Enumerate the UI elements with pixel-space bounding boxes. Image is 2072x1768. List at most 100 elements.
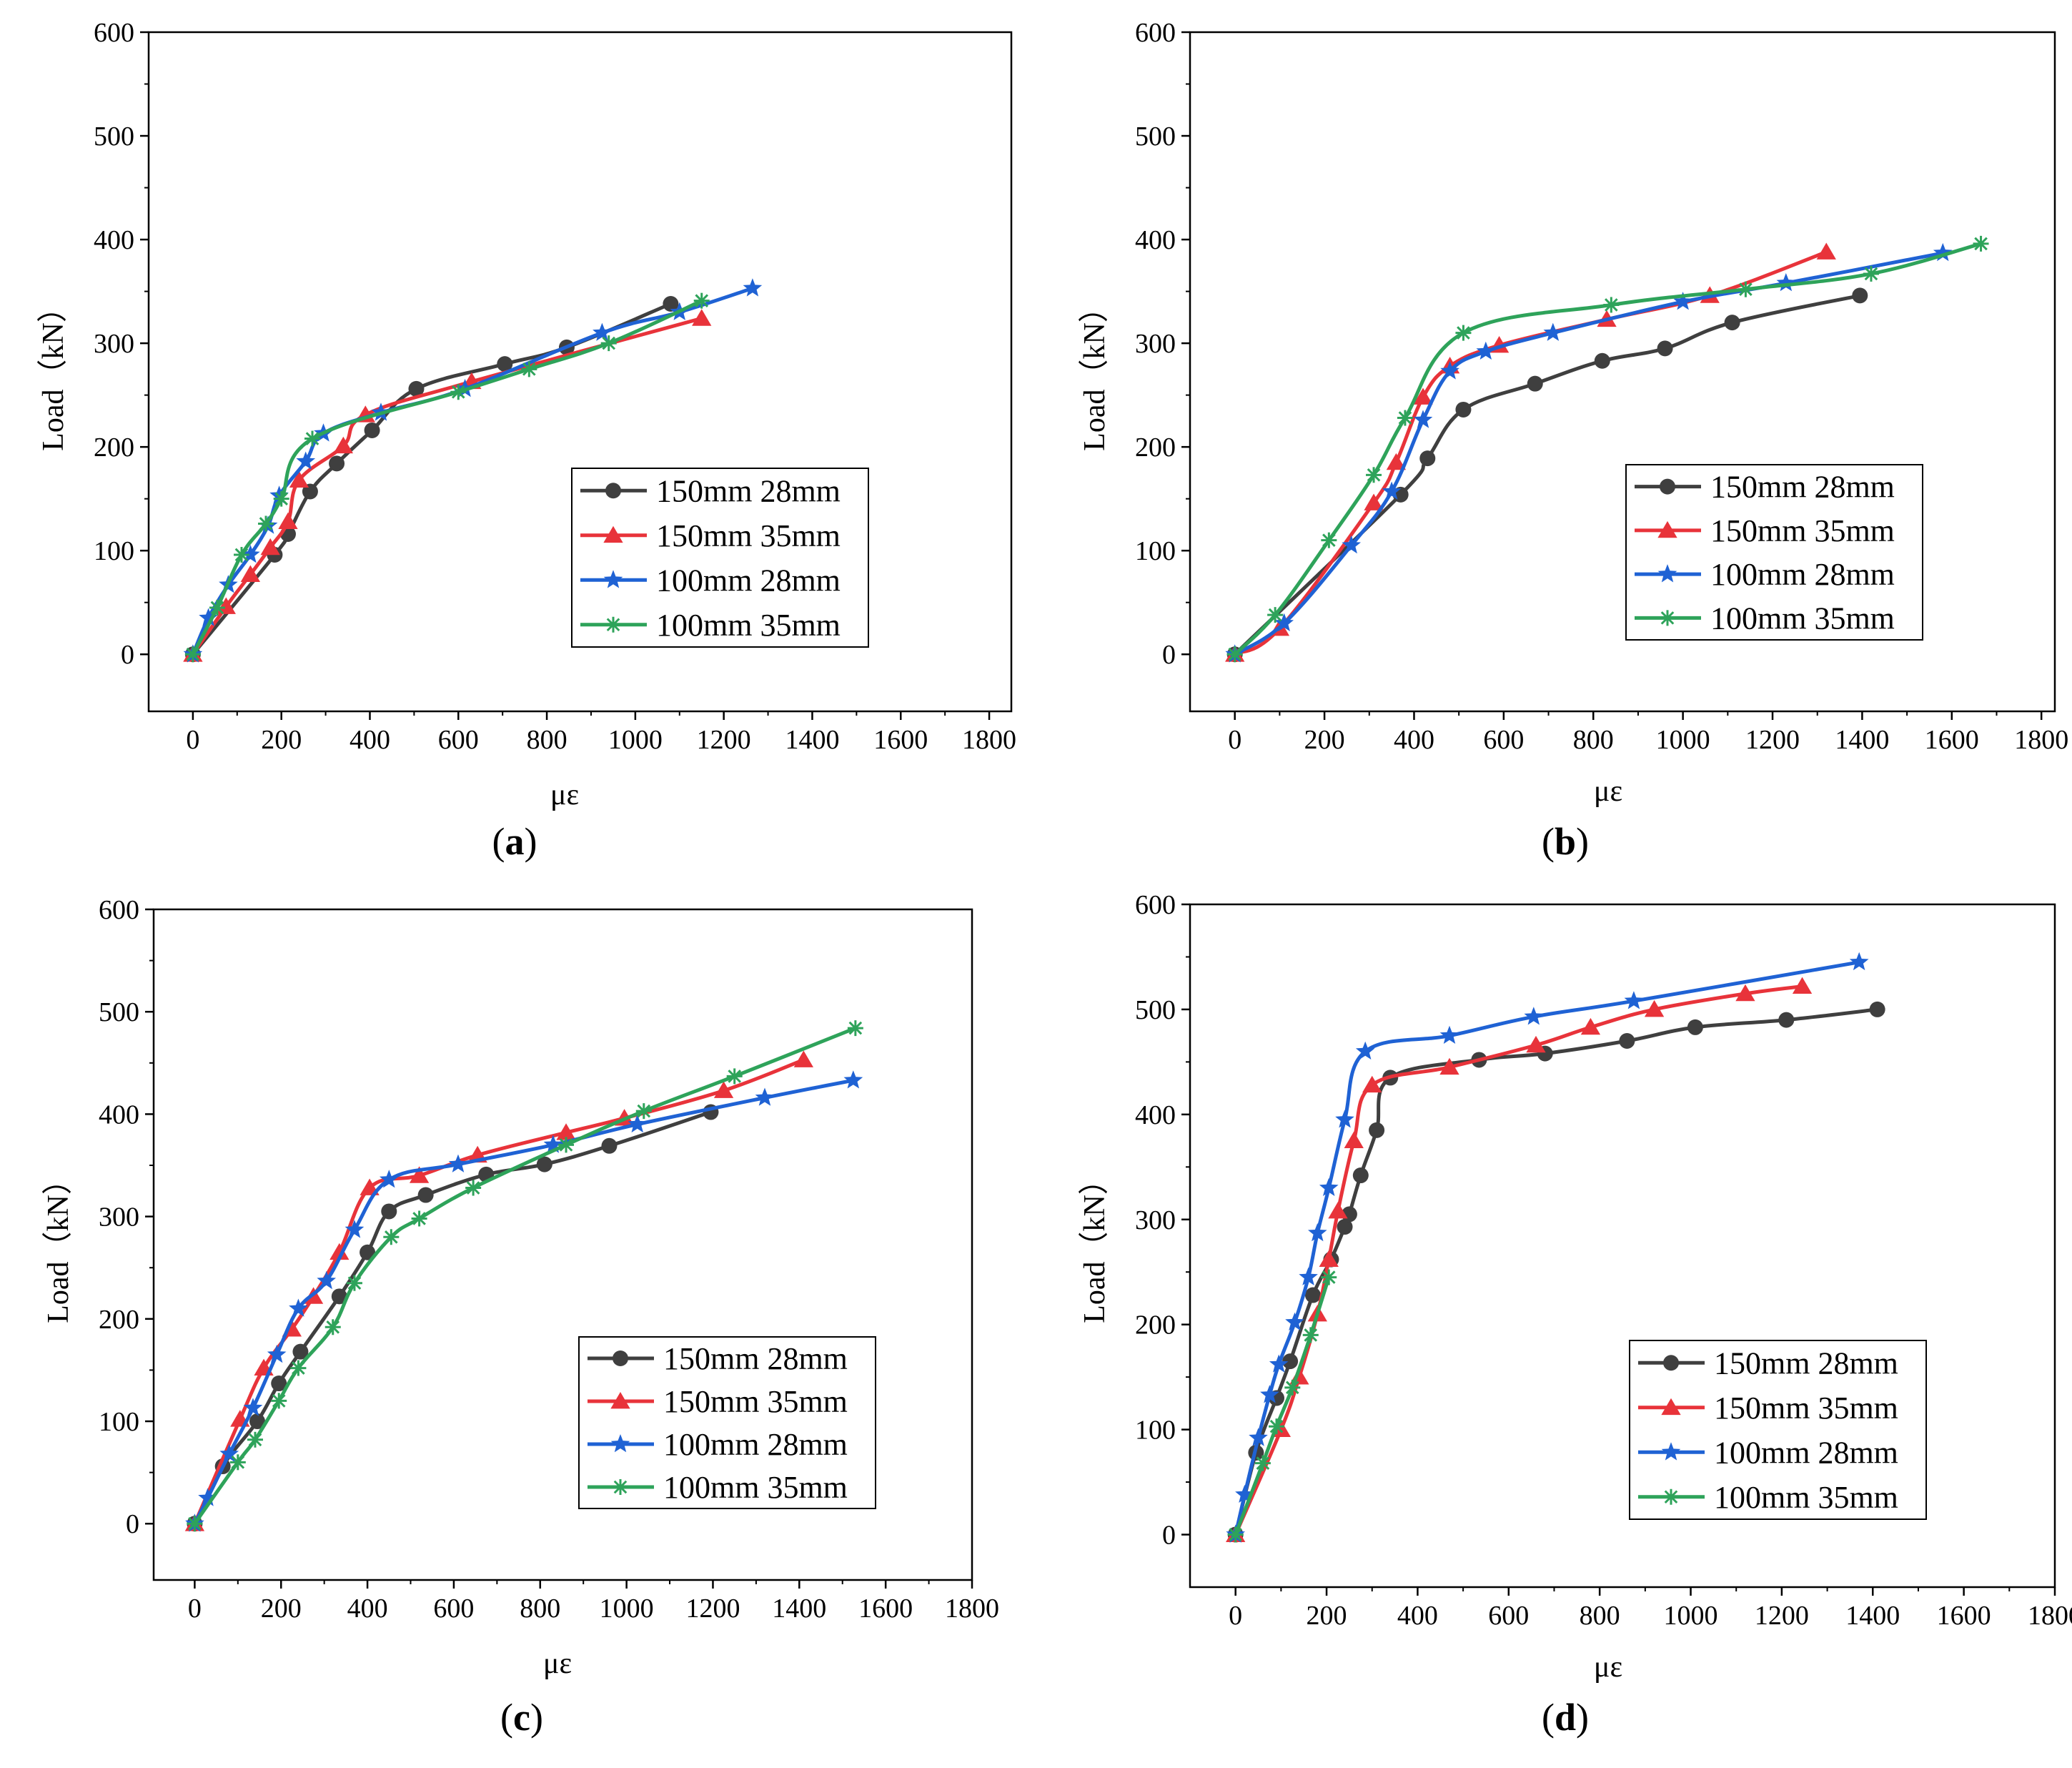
x-tick-label: 1800 bbox=[962, 725, 1016, 755]
y-tick-label: 500 bbox=[1135, 995, 1176, 1025]
legend-entry: 100mm 35mm bbox=[580, 608, 841, 643]
legend: 150mm 28mm 150mm 35mm 100mm 28mm 100mm 35mm bbox=[1629, 1340, 1927, 1520]
marker-stroke bbox=[274, 492, 289, 505]
y-axis-label: Load（kN） bbox=[42, 1165, 75, 1323]
marker-stroke bbox=[1974, 237, 1988, 251]
data-point bbox=[333, 436, 353, 454]
legend-marker bbox=[1661, 1398, 1681, 1416]
x-tick-label: 1400 bbox=[772, 1594, 826, 1624]
data-point bbox=[1362, 1075, 1382, 1093]
data-point bbox=[219, 1443, 239, 1463]
legend-marker bbox=[610, 1434, 630, 1453]
legend-marker bbox=[603, 570, 623, 588]
y-tick-label: 500 bbox=[94, 122, 134, 152]
legend: 150mm 28mm 150mm 35mm 100mm 28mm 100mm 35mm bbox=[571, 468, 869, 648]
x-tick-label: 200 bbox=[1304, 725, 1345, 755]
y-tick-label: 100 bbox=[94, 536, 134, 566]
data-point bbox=[497, 356, 513, 372]
panel-caption: (b) bbox=[1542, 820, 1589, 863]
data-point bbox=[1526, 1035, 1546, 1053]
y-tick-label: 300 bbox=[94, 329, 134, 359]
x-tick-label: 800 bbox=[527, 725, 567, 755]
x-tick-label: 800 bbox=[520, 1594, 560, 1624]
data-point bbox=[243, 1398, 263, 1416]
data-point bbox=[1852, 287, 1868, 304]
data-point bbox=[1269, 1354, 1289, 1373]
data-point bbox=[271, 1376, 287, 1392]
marker-stroke bbox=[606, 618, 620, 632]
x-tick-label: 200 bbox=[261, 1594, 302, 1624]
data-point bbox=[1735, 984, 1755, 1002]
data-point bbox=[1933, 242, 1953, 262]
marker-stroke bbox=[1285, 1381, 1299, 1395]
legend-label: 100mm 35mm bbox=[1710, 601, 1895, 636]
series-s100_35 bbox=[187, 1020, 863, 1532]
plot-frame bbox=[1189, 31, 2056, 713]
data-point bbox=[556, 1123, 576, 1140]
plot-frame bbox=[152, 908, 973, 1581]
legend-label: 150mm 28mm bbox=[663, 1341, 848, 1376]
x-tick-label: 1800 bbox=[945, 1594, 999, 1624]
marker-stroke bbox=[695, 294, 709, 307]
legend-frame bbox=[571, 468, 869, 648]
data-point bbox=[1816, 242, 1836, 260]
data-point bbox=[1366, 467, 1382, 483]
data-point bbox=[1524, 1007, 1544, 1025]
y-tick-label: 300 bbox=[99, 1202, 139, 1233]
x-tick-label: 1400 bbox=[1845, 1601, 1900, 1631]
data-point bbox=[1344, 1131, 1364, 1148]
legend-label: 100mm 35mm bbox=[663, 1470, 848, 1505]
marker-stroke bbox=[231, 1456, 245, 1469]
marker-stroke bbox=[259, 517, 273, 530]
data-point bbox=[411, 1210, 427, 1227]
data-point bbox=[1355, 1041, 1375, 1060]
data-point bbox=[1849, 952, 1869, 971]
data-point bbox=[184, 646, 201, 663]
x-tick-label: 200 bbox=[1307, 1601, 1347, 1631]
data-point bbox=[409, 1166, 430, 1183]
legend-marker bbox=[610, 1392, 630, 1409]
x-tick-label: 400 bbox=[1394, 725, 1434, 755]
data-point bbox=[692, 309, 712, 326]
x-tick-label: 400 bbox=[350, 725, 390, 755]
data-point bbox=[1973, 235, 1989, 252]
marker-stroke bbox=[1457, 326, 1470, 340]
data-point bbox=[1382, 481, 1402, 500]
data-point bbox=[755, 1087, 775, 1106]
data-point bbox=[1619, 1033, 1635, 1049]
plot-frame bbox=[1189, 903, 2056, 1589]
data-point bbox=[1687, 1019, 1703, 1035]
data-point bbox=[663, 296, 679, 312]
y-tick-label: 400 bbox=[99, 1100, 139, 1130]
data-point bbox=[331, 1288, 347, 1305]
y-tick-label: 300 bbox=[1135, 329, 1176, 359]
x-axis-label: με bbox=[1594, 1651, 1622, 1684]
data-point bbox=[267, 1344, 287, 1363]
y-tick-label: 100 bbox=[1135, 1416, 1176, 1446]
legend-marker bbox=[1657, 520, 1677, 538]
marker-stroke bbox=[1304, 1328, 1318, 1342]
data-point bbox=[1413, 410, 1433, 428]
x-tick-label: 800 bbox=[1580, 1601, 1620, 1631]
y-tick-label: 600 bbox=[99, 895, 139, 925]
x-tick-label: 600 bbox=[1488, 1601, 1529, 1631]
x-tick-label: 1200 bbox=[1745, 725, 1800, 755]
legend-frame bbox=[1625, 464, 1923, 641]
y-tick-label: 100 bbox=[1135, 536, 1176, 566]
x-tick-label: 1000 bbox=[1656, 725, 1710, 755]
marker-stroke bbox=[1660, 611, 1675, 625]
marker-stroke bbox=[1605, 298, 1618, 312]
marker-stroke bbox=[272, 1394, 286, 1408]
legend-marker bbox=[1660, 610, 1675, 626]
data-point bbox=[1476, 341, 1496, 360]
series-line bbox=[192, 1078, 856, 1526]
data-point bbox=[1284, 1379, 1301, 1396]
marker-stroke bbox=[466, 1181, 480, 1195]
data-point bbox=[847, 1020, 863, 1037]
legend-entry: 100mm 28mm bbox=[588, 1427, 848, 1462]
y-tick-label: 200 bbox=[1135, 1310, 1176, 1340]
marker-stroke bbox=[1739, 282, 1753, 297]
marker-stroke bbox=[1664, 1490, 1678, 1504]
data-point bbox=[304, 430, 321, 447]
legend-entry: 150mm 35mm bbox=[1635, 513, 1895, 548]
